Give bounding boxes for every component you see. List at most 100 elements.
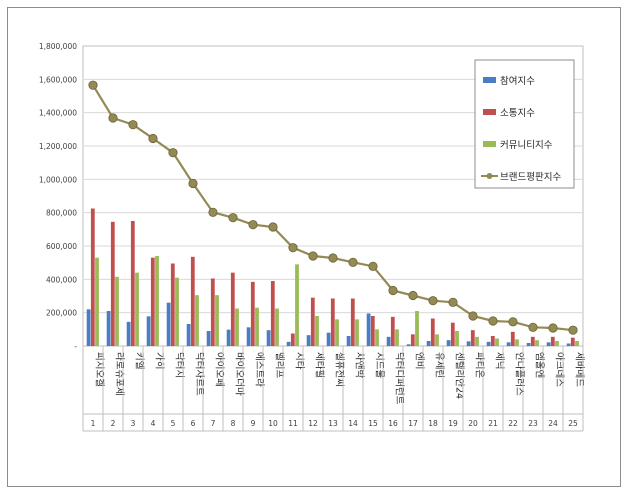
- bar-소통지수: [550, 336, 555, 346]
- bar-참여지수: [266, 330, 271, 346]
- index-label: 5: [171, 419, 176, 428]
- line-point: [388, 285, 398, 296]
- index-label: 9: [251, 419, 256, 428]
- index-label: 21: [488, 419, 498, 428]
- index-label: 12: [308, 419, 318, 428]
- line-point: [428, 296, 438, 306]
- bar-소통지수: [470, 330, 475, 346]
- bar-참여지수: [486, 341, 491, 346]
- bar-커뮤니티지수: [155, 256, 159, 346]
- category-label: 벨리프: [274, 352, 285, 378]
- line-point: [448, 297, 458, 307]
- legend-swatch: [483, 77, 496, 83]
- y-tick-label: 1,400,000: [39, 109, 77, 118]
- category-label: 세타필: [314, 352, 326, 378]
- category-label: 에스트라: [254, 352, 265, 387]
- index-label: 3: [131, 419, 136, 428]
- bar-참여지수: [446, 340, 451, 346]
- line-point: [208, 207, 218, 217]
- line-point: [168, 148, 178, 158]
- bar-커뮤니티지수: [555, 341, 559, 346]
- line-point: [368, 261, 378, 271]
- bar-커뮤니티지수: [275, 308, 279, 346]
- bar-커뮤니티지수: [455, 331, 459, 346]
- category-label: 아크네스: [554, 352, 565, 387]
- bars-layer: [86, 208, 579, 346]
- line-point: [188, 178, 198, 189]
- bar-참여지수: [526, 343, 531, 346]
- index-label: 17: [408, 419, 418, 428]
- category-label: 차앤박: [354, 352, 366, 378]
- bar-커뮤니티지수: [315, 316, 319, 346]
- bar-커뮤니티지수: [435, 334, 439, 346]
- bar-커뮤니티지수: [395, 329, 399, 346]
- bar-참여지수: [246, 327, 251, 346]
- legend-label: 참여지수: [500, 75, 535, 87]
- legend-label: 브랜드평판지수: [500, 172, 561, 183]
- bar-커뮤니티지수: [575, 341, 579, 346]
- bar-소통지수: [170, 263, 175, 346]
- bar-커뮤니티지수: [355, 319, 359, 346]
- line-point: [268, 222, 278, 232]
- bar-참여지수: [106, 311, 111, 346]
- category-label: 파티온: [474, 352, 485, 378]
- bar-소통지수: [370, 316, 375, 346]
- bar-소통지수: [90, 208, 95, 346]
- bar-커뮤니티지수: [95, 257, 99, 346]
- line-point: [128, 120, 138, 130]
- x-axis: 피지오겔 1 라로슈포제 2 키엘 3 가히 4 닥터지 5 닥터자르트 6 아이오페 7 바이오더마 8 에스…: [82, 346, 585, 432]
- bar-커뮤니티지수: [495, 338, 499, 346]
- index-label: 16: [388, 419, 398, 428]
- bar-참여지수: [206, 331, 211, 346]
- legend-swatch: [483, 141, 496, 147]
- legend-marker: [486, 173, 493, 179]
- line-point: [348, 257, 358, 267]
- index-label: 13: [328, 419, 338, 428]
- bar-커뮤니티지수: [235, 308, 239, 346]
- bar-소통지수: [130, 221, 135, 346]
- bar-소통지수: [490, 336, 495, 346]
- index-label: 20: [468, 419, 478, 428]
- bar-커뮤니티지수: [415, 311, 419, 346]
- bar-참여지수: [186, 324, 191, 346]
- category-label: 가히: [154, 352, 165, 369]
- index-label: 19: [448, 419, 458, 428]
- bar-참여지수: [386, 336, 391, 346]
- index-label: 6: [191, 419, 196, 428]
- bar-커뮤니티지수: [375, 329, 379, 346]
- bar-참여지수: [506, 342, 511, 346]
- category-label: 시드물: [374, 352, 385, 378]
- line-point: [248, 220, 258, 230]
- index-label: 24: [548, 419, 558, 428]
- bar-소통지수: [410, 334, 415, 346]
- line-point: [468, 311, 478, 321]
- category-label: 라로슈포제: [114, 352, 125, 396]
- index-label: 4: [151, 419, 156, 428]
- bar-참여지수: [86, 309, 91, 346]
- category-label: 엠올엔: [534, 352, 546, 378]
- bar-참여지수: [406, 344, 411, 346]
- category-label: 엔비: [414, 352, 425, 369]
- y-tick-label: -: [74, 342, 77, 351]
- category-label: 유세린: [434, 352, 445, 378]
- bar-소통지수: [350, 298, 355, 346]
- bar-참여지수: [546, 342, 551, 346]
- bar-소통지수: [150, 257, 155, 346]
- line-point: [308, 251, 318, 261]
- bar-참여지수: [146, 316, 151, 346]
- bar-커뮤니티지수: [475, 336, 479, 346]
- bar-참여지수: [126, 321, 131, 346]
- bar-참여지수: [306, 335, 311, 346]
- index-label: 22: [508, 419, 518, 428]
- bar-소통지수: [250, 281, 255, 346]
- index-label: 23: [528, 419, 538, 428]
- category-label: 제닉: [494, 352, 505, 369]
- bar-소통지수: [210, 278, 215, 346]
- index-label: 10: [268, 419, 278, 428]
- bar-참여지수: [326, 332, 331, 346]
- category-label: 키엘: [134, 352, 145, 370]
- line-point: [108, 113, 118, 123]
- category-label: 안나플러스: [514, 352, 525, 396]
- bar-소통지수: [390, 316, 395, 346]
- bar-참여지수: [286, 341, 291, 346]
